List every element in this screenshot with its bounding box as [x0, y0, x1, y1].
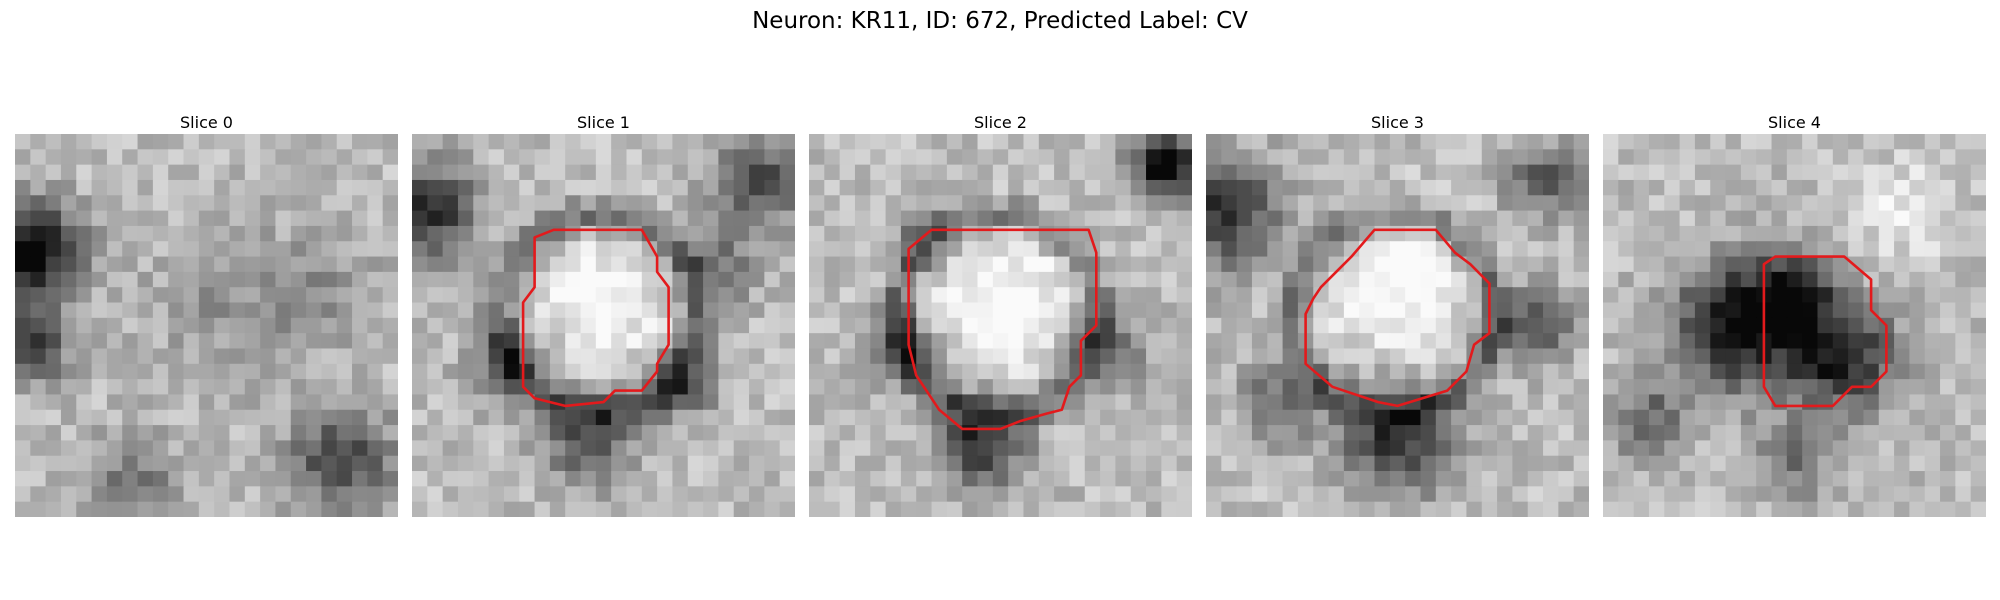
- slice-title: Slice 3: [1371, 113, 1424, 132]
- slice-panel-0: Slice 0: [15, 112, 398, 517]
- segmentation-contour: [521, 228, 670, 408]
- slice-panel-4: Slice 4: [1603, 112, 1986, 517]
- figure-title: Neuron: KR11, ID: 672, Predicted Label: …: [752, 8, 1248, 34]
- segmentation-contour: [907, 228, 1098, 431]
- slice-panel-3: Slice 3: [1206, 112, 1589, 517]
- slice-image: [809, 134, 1192, 517]
- slice-panel-1: Slice 1: [412, 112, 795, 517]
- segmentation-contour: [1762, 255, 1888, 408]
- slice-image: [15, 134, 398, 517]
- slice-title: Slice 1: [577, 113, 630, 132]
- slice-title: Slice 0: [180, 113, 233, 132]
- slice-title: Slice 4: [1768, 113, 1821, 132]
- slice-panel-2: Slice 2: [809, 112, 1192, 517]
- slice-image: [412, 134, 795, 517]
- slice-image: [1206, 134, 1589, 517]
- slice-image: [1603, 134, 1986, 517]
- slice-title: Slice 2: [974, 113, 1027, 132]
- segmentation-contour: [1304, 228, 1491, 408]
